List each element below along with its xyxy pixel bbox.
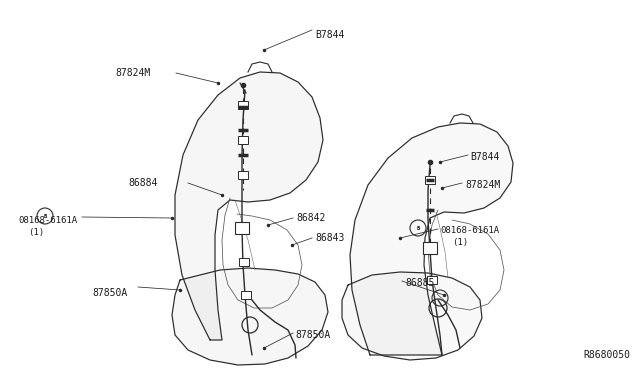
Bar	[238, 171, 248, 179]
Polygon shape	[350, 123, 513, 355]
Text: B7844: B7844	[315, 30, 344, 40]
Text: (1): (1)	[452, 238, 468, 247]
Polygon shape	[342, 272, 482, 360]
Text: 86885: 86885	[405, 278, 435, 288]
Text: 87850A: 87850A	[295, 330, 330, 340]
Text: 08168-6161A: 08168-6161A	[18, 216, 77, 225]
Bar	[238, 136, 248, 144]
Text: 86884: 86884	[128, 178, 157, 188]
Text: 86843: 86843	[315, 233, 344, 243]
Bar	[241, 291, 251, 299]
Text: 08168-6161A: 08168-6161A	[440, 226, 499, 235]
Text: 86842: 86842	[296, 213, 325, 223]
Bar	[239, 258, 249, 266]
Text: (1): (1)	[28, 228, 44, 237]
Text: B: B	[44, 214, 47, 218]
Text: 87850A: 87850A	[92, 288, 127, 298]
Bar	[238, 101, 248, 109]
Text: 87824M: 87824M	[465, 180, 500, 190]
Text: R8680050: R8680050	[583, 350, 630, 360]
Text: B7844: B7844	[470, 152, 499, 162]
Polygon shape	[175, 72, 323, 340]
Bar	[425, 176, 435, 184]
Text: B: B	[417, 225, 420, 231]
Polygon shape	[172, 268, 328, 365]
Bar	[423, 242, 437, 254]
Bar	[427, 276, 437, 284]
Bar	[235, 222, 249, 234]
Text: 87824M: 87824M	[115, 68, 150, 78]
